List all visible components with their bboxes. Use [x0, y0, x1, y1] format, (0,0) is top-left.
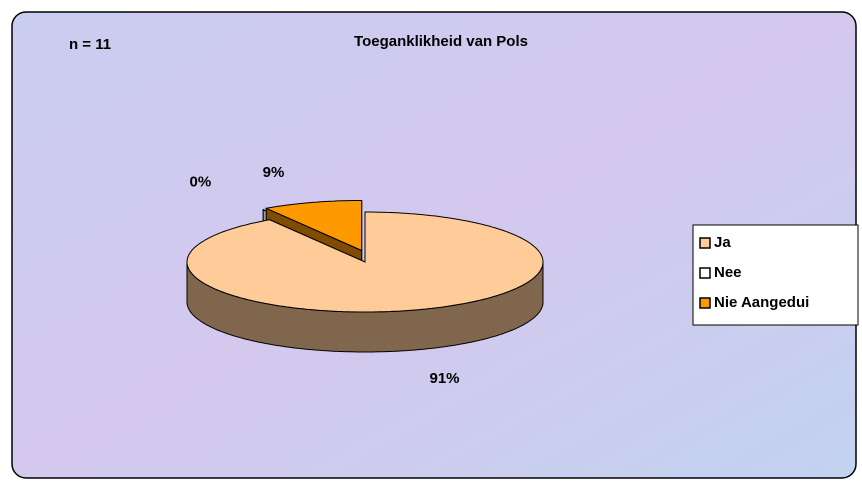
legend-label: Nie Aangedui	[714, 294, 809, 311]
legend-label: Ja	[714, 234, 731, 251]
data-label: 9%	[263, 164, 285, 181]
legend-swatch	[699, 267, 711, 279]
chart-title: Toeganklikheid van Pols	[354, 33, 528, 50]
legend-label: Nee	[714, 264, 742, 281]
annotation: n = 11	[69, 36, 111, 53]
slice	[186, 211, 544, 313]
legend-swatch	[699, 297, 711, 309]
legend-box	[692, 224, 859, 326]
data-label: 0%	[190, 173, 212, 190]
slice	[264, 200, 363, 252]
legend-swatch	[699, 237, 711, 249]
data-label: 91%	[429, 370, 459, 387]
